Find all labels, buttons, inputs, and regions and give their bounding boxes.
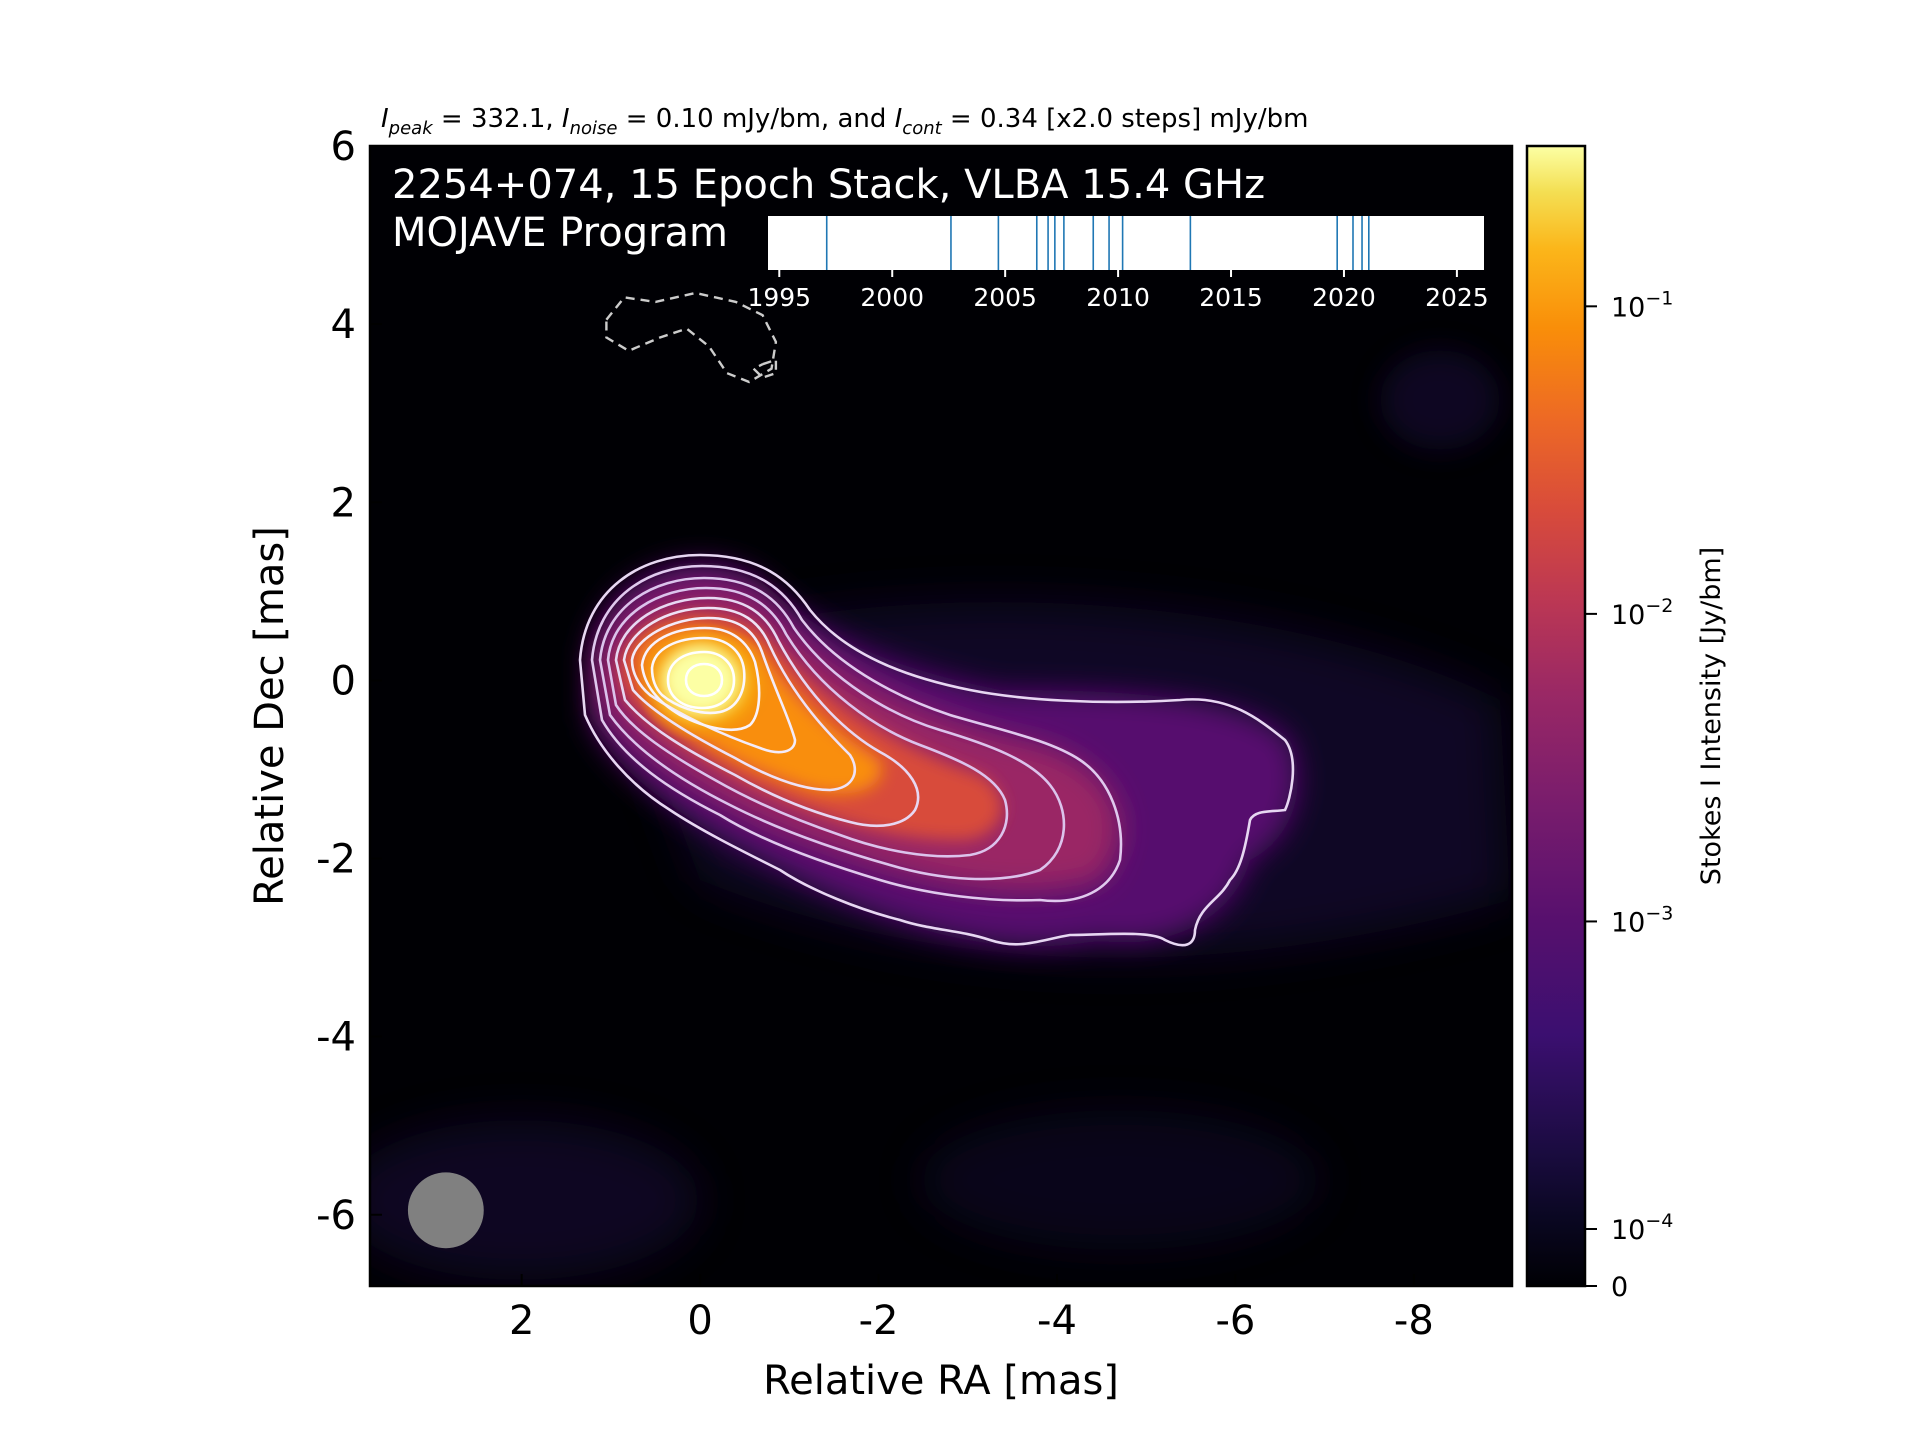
epoch-tick-label: 2015: [1199, 283, 1263, 312]
x-axis-label: Relative RA [mas]: [763, 1358, 1119, 1404]
negative-contour: [605, 291, 778, 384]
image-panel: 2254+074, 15 Epoch Stack, VLBA 15.4 GHz …: [316, 124, 1514, 1344]
colorbar-tick-label: 10−3: [1611, 902, 1673, 938]
colorbar-tick-label: 0: [1611, 1272, 1628, 1303]
colorbar-gradient: [1525, 144, 1587, 1288]
y-tick-label: -6: [316, 1193, 356, 1239]
x-tick-label: -8: [1394, 1298, 1434, 1344]
colorbar-tick-label: 10−4: [1611, 1210, 1673, 1246]
epoch-tick-label: 2025: [1425, 283, 1489, 312]
contour-10: [666, 650, 736, 710]
y-tick-label: 2: [331, 480, 356, 526]
contour-5: [614, 596, 920, 828]
x-tick-label: 2: [509, 1298, 534, 1344]
negative-contours: [605, 291, 778, 384]
epoch-tick-label: 2005: [973, 283, 1037, 312]
negative-contour: [751, 358, 778, 379]
contour-7: [630, 616, 797, 754]
overlay-title: 2254+074, 15 Epoch Stack, VLBA 15.4 GHz: [392, 162, 1265, 208]
epoch-tick-label: 2020: [1312, 283, 1376, 312]
contour-6: [622, 606, 856, 792]
plot-frame: [368, 144, 1514, 1288]
x-tick-label: -6: [1215, 1298, 1255, 1344]
epoch-tick-label: 2000: [860, 283, 924, 312]
contours: [578, 291, 1295, 947]
stats-line: Ipeak = 332.1, Inoise = 0.10 mJy/bm, and…: [381, 104, 1308, 139]
colorbar-tick-label: 10−2: [1611, 595, 1673, 631]
colorbar-label: Stokes I Intensity [Jy/bm]: [1696, 547, 1727, 885]
contour-11: [684, 662, 724, 698]
colorbar: 0 10−4 10−3 10−2 10−1 Stokes I Intensity [Jy…: [1525, 144, 1727, 1303]
epoch-tick-label: 1995: [747, 283, 811, 312]
y-tick-label: 0: [331, 658, 356, 704]
epoch-timeline-box: [768, 216, 1484, 270]
epoch-lines: [825, 216, 1370, 270]
y-axis-label: Relative Dec [mas]: [247, 526, 293, 906]
y-tick-label: 6: [331, 124, 356, 170]
epoch-tick-label: 2010: [1086, 283, 1150, 312]
y-axis-ticks: 6 4 2 0 -2 -4 -6: [316, 124, 382, 1239]
y-tick-label: -2: [316, 837, 356, 883]
x-tick-label: -4: [1037, 1298, 1077, 1344]
beam-ellipse: [407, 1172, 484, 1249]
colorbar-ticks: 0 10−4 10−3 10−2 10−1: [1585, 287, 1673, 1303]
x-tick-label: 0: [687, 1298, 712, 1344]
contour-3: [598, 576, 1066, 881]
overlay-subtitle: MOJAVE Program: [392, 210, 728, 256]
epoch-ticks: 1995 2000 2005 2010 2015 2020 2025: [747, 270, 1489, 312]
contour-2: [590, 564, 1123, 903]
y-tick-label: 4: [331, 302, 356, 348]
contour-9: [650, 636, 746, 715]
y-tick-label: -4: [316, 1015, 356, 1061]
x-axis-ticks: 2 0 -2 -4 -6 -8: [509, 1274, 1434, 1344]
contour-8: [640, 626, 761, 732]
colorbar-tick-label: 10−1: [1611, 287, 1673, 323]
contour-1: [578, 553, 1295, 947]
epoch-timeline: 1995 2000 2005 2010 2015 2020 2025: [747, 216, 1489, 312]
contour-4: [606, 586, 1009, 858]
x-tick-label: -2: [859, 1298, 899, 1344]
